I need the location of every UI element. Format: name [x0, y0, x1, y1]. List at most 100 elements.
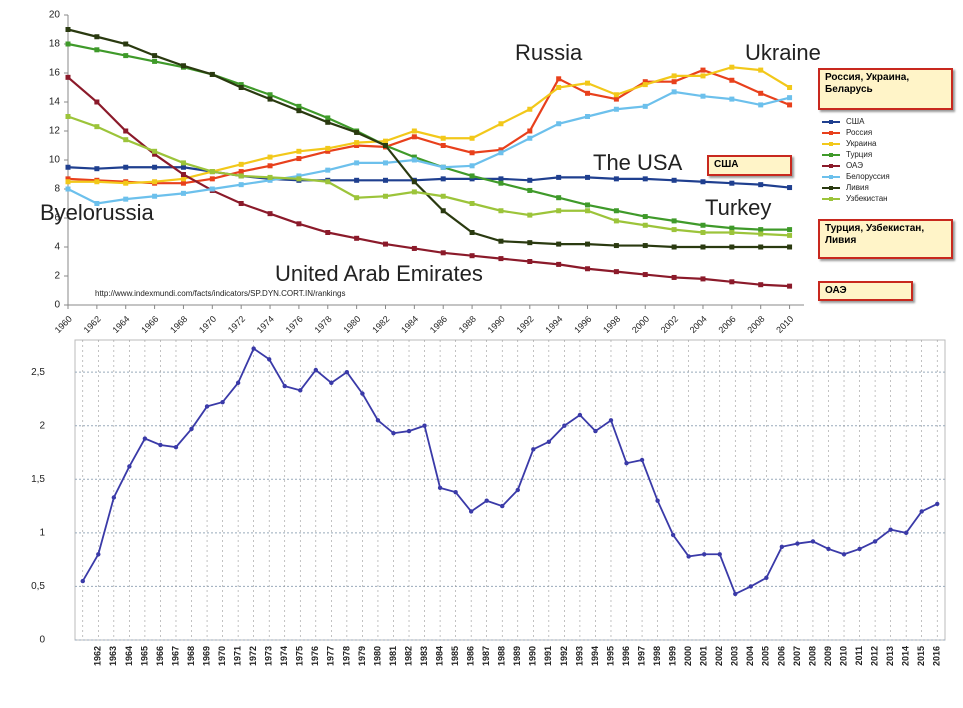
point	[296, 176, 302, 182]
point	[642, 79, 648, 85]
point	[180, 164, 186, 170]
point	[111, 495, 117, 500]
point	[65, 41, 71, 47]
point	[758, 244, 764, 250]
x-tick-label: 1996	[621, 646, 631, 666]
point	[700, 244, 706, 250]
legend-label: Россия	[846, 128, 872, 137]
point	[354, 140, 360, 146]
point	[700, 93, 706, 99]
point	[935, 501, 940, 507]
point	[585, 202, 591, 208]
point	[354, 177, 360, 183]
point	[469, 176, 475, 182]
x-tick-label: 1982	[370, 314, 391, 335]
point	[173, 444, 179, 450]
point	[123, 196, 129, 202]
point	[469, 230, 475, 235]
annotation: Byelorussia	[40, 200, 154, 225]
point	[787, 244, 793, 250]
point	[729, 64, 735, 70]
point	[96, 552, 101, 557]
x-tick-label: 1970	[217, 646, 227, 666]
point	[296, 221, 302, 227]
x-tick-label: 1996	[572, 314, 593, 335]
point	[251, 346, 256, 351]
point	[642, 82, 648, 88]
point	[94, 34, 100, 40]
point	[65, 179, 71, 185]
legend-marker	[829, 153, 833, 157]
x-tick-label: 1980	[341, 314, 362, 335]
x-tick-label: 1990	[486, 314, 507, 335]
legend-marker	[829, 120, 833, 124]
x-tick-label: 1971	[233, 646, 243, 666]
point	[152, 148, 158, 154]
point	[919, 509, 924, 514]
point	[354, 235, 360, 241]
legend-marker	[829, 142, 833, 146]
y-tick-label: 0	[39, 635, 45, 646]
point	[152, 58, 158, 64]
point	[152, 151, 158, 157]
point	[671, 227, 677, 233]
point	[266, 357, 272, 362]
x-tick-label: 2013	[885, 646, 895, 666]
x-tick-label: 1984	[399, 314, 420, 335]
point	[220, 399, 225, 405]
point	[180, 176, 186, 182]
point	[577, 412, 583, 418]
point	[585, 208, 591, 214]
point	[758, 282, 764, 288]
point	[758, 90, 764, 96]
x-tick-label: 2002	[659, 314, 680, 335]
point	[469, 163, 475, 169]
x-tick-label: 1980	[372, 646, 382, 666]
point	[238, 161, 244, 167]
series-line	[67, 68, 790, 185]
point	[152, 179, 158, 185]
x-tick-label: 1972	[226, 314, 247, 335]
x-tick-label: 1979	[357, 646, 367, 666]
x-tick-label: 1968	[186, 646, 196, 666]
point	[94, 179, 100, 185]
point	[468, 509, 474, 514]
callout-box: Россия, Украина, Беларусь	[818, 68, 953, 110]
point	[152, 193, 158, 199]
x-tick-label: 1976	[284, 314, 305, 335]
point	[94, 166, 100, 172]
point	[411, 245, 417, 251]
series-line	[67, 76, 790, 288]
point	[267, 96, 273, 102]
y-tick-label: 2,5	[31, 367, 45, 378]
x-tick-label: 2000	[630, 314, 651, 335]
x-tick-label: 1997	[636, 646, 646, 666]
y-tick-label: 12	[49, 126, 61, 137]
y-tick-label: 14	[49, 97, 61, 108]
point	[758, 182, 764, 188]
point	[671, 244, 677, 250]
x-tick-label: 1978	[312, 314, 333, 335]
point	[787, 227, 793, 233]
legend-marker	[829, 197, 833, 201]
point	[527, 135, 533, 141]
point	[123, 164, 129, 170]
y-tick-label: 0,5	[31, 581, 45, 592]
point	[158, 442, 163, 448]
point	[613, 96, 619, 102]
annotation: Turkey	[705, 195, 771, 220]
point	[585, 266, 591, 272]
point	[556, 241, 562, 247]
point	[593, 428, 598, 434]
legend-label: Узбекистан	[846, 194, 888, 203]
point	[613, 243, 619, 249]
point	[267, 211, 273, 217]
x-tick-label: 1967	[170, 646, 180, 666]
point	[180, 63, 186, 69]
point	[556, 195, 562, 201]
legend-label: Ливия	[846, 183, 869, 192]
point	[325, 119, 331, 125]
point	[189, 426, 194, 432]
x-tick-label: 1962	[93, 646, 103, 666]
x-tick-label: 1986	[428, 314, 449, 335]
